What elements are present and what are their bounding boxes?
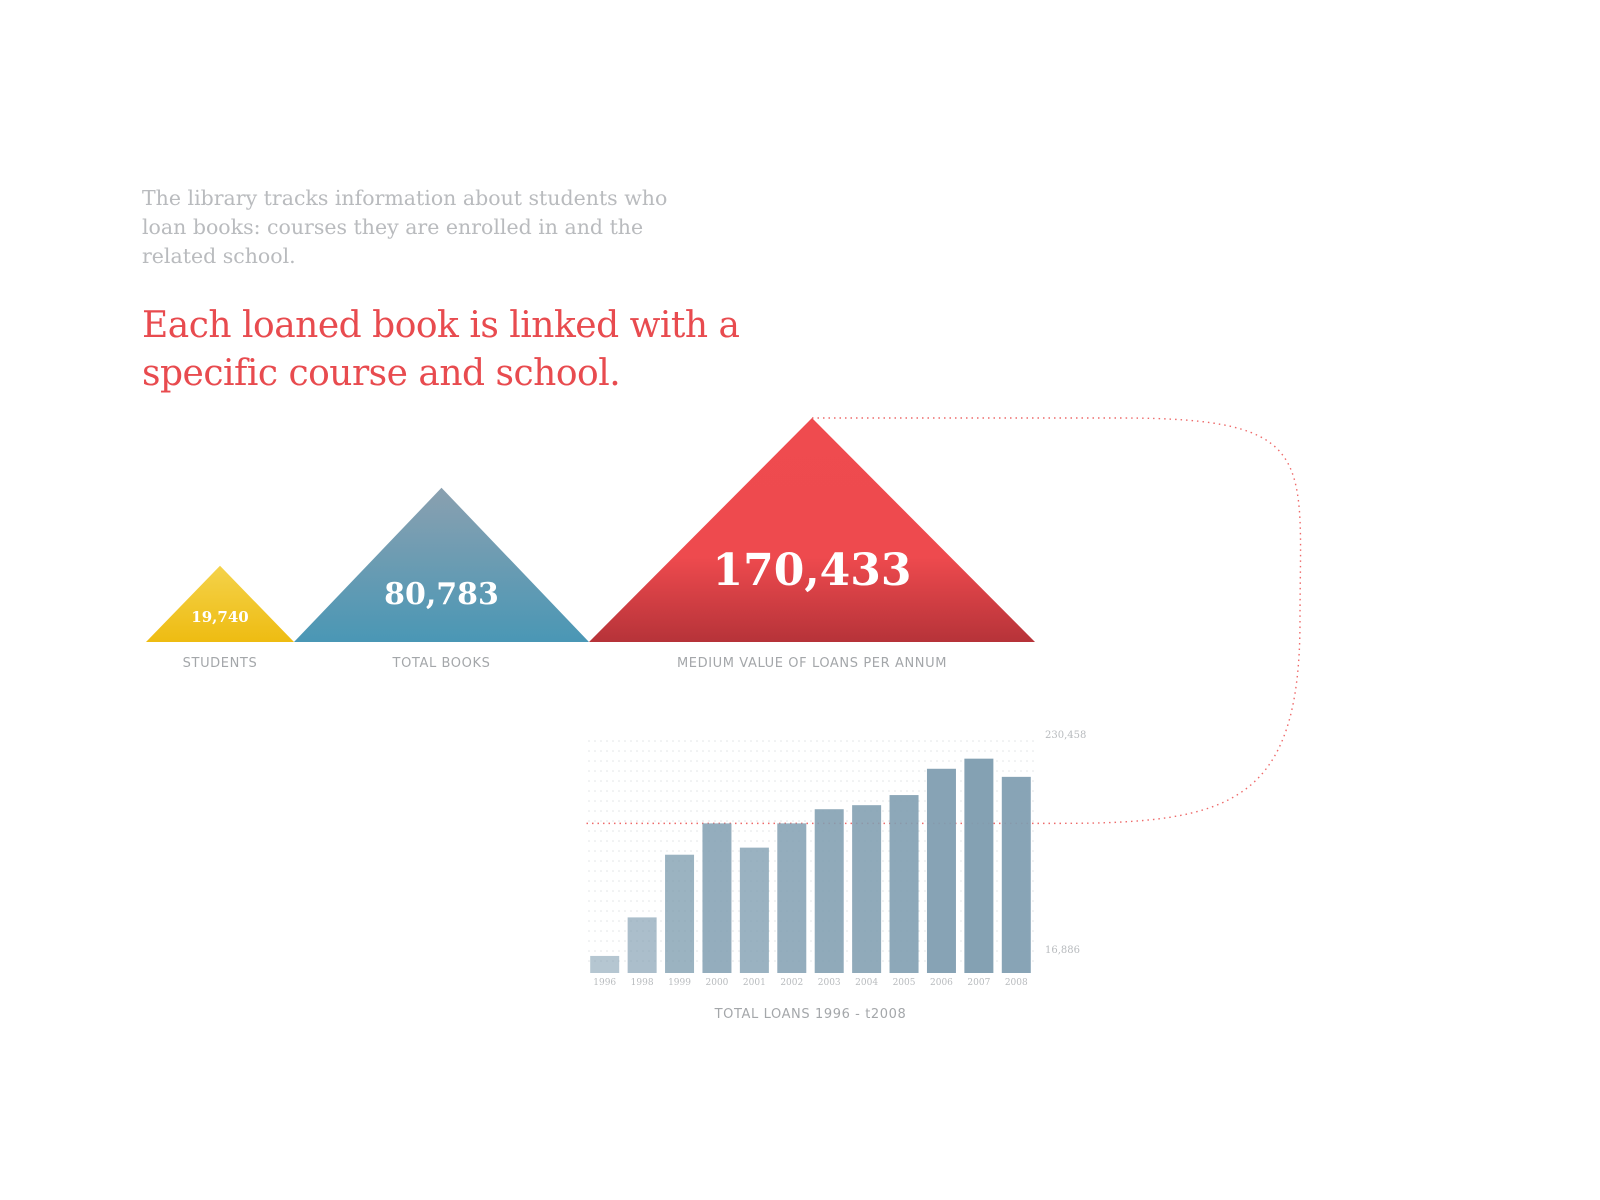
bar-tick-2003: 2003	[818, 978, 841, 988]
headline: Each loaned book is linked with a specif…	[142, 305, 740, 394]
intro-text: The library tracks information about stu…	[142, 186, 668, 268]
bar-2004	[852, 805, 882, 973]
triangle-loans-per-annum	[589, 418, 1035, 642]
triangle-value-students: 19,740	[191, 608, 248, 626]
bar-tick-2004: 2004	[855, 978, 878, 988]
triangle-total-books	[294, 487, 589, 642]
bar-tick-2000: 2000	[706, 978, 729, 988]
bar-tick-2001: 2001	[743, 978, 766, 988]
bar-2002	[777, 823, 807, 973]
bar-tick-1996: 1996	[593, 978, 616, 988]
bar-1999	[665, 854, 695, 973]
bar-tick-1998: 1998	[631, 978, 654, 988]
bar-tick-2006: 2006	[930, 978, 953, 988]
triangle-value-loans-per-annum: 170,433	[712, 545, 911, 596]
bar-2007	[964, 758, 994, 973]
caption-loans-per-annum: MEDIUM VALUE OF LOANS PER ANNUM	[677, 656, 947, 671]
triangle-value-total-books: 80,783	[384, 577, 499, 612]
caption-total-books: TOTAL BOOKS	[392, 656, 491, 671]
bar-tick-1999: 1999	[668, 978, 691, 988]
triangle-students	[146, 565, 294, 642]
bar-2003	[814, 809, 844, 973]
triangle-chart: 19,740 STUDENTS 80,783 TOTAL BOOKS 170,433 ME…	[146, 418, 1035, 671]
range-max-label: 230,458	[1045, 730, 1086, 741]
bar-1998	[627, 917, 657, 973]
bar-2005	[889, 795, 919, 973]
loans-bar-chart: 1996 1998 1999 2000 2001 2002 2003 2004 2005 2006…	[586, 730, 1086, 1022]
caption-students: STUDENTS	[183, 656, 258, 671]
bar-tick-2005: 2005	[893, 978, 916, 988]
bar-2008	[1001, 776, 1031, 973]
bar-chart-title: TOTAL LOANS 1996 - t2008	[714, 1007, 907, 1022]
bar-tick-2008: 2008	[1005, 978, 1028, 988]
bar-1996	[590, 955, 620, 973]
bar-2000	[702, 823, 732, 973]
bar-chart-grid	[586, 737, 1035, 970]
bar-tick-2002: 2002	[780, 978, 803, 988]
bar-tick-2007: 2007	[967, 978, 990, 988]
range-min-label: 16,886	[1045, 945, 1080, 956]
bar-2001	[739, 847, 769, 973]
bar-2006	[926, 768, 956, 973]
